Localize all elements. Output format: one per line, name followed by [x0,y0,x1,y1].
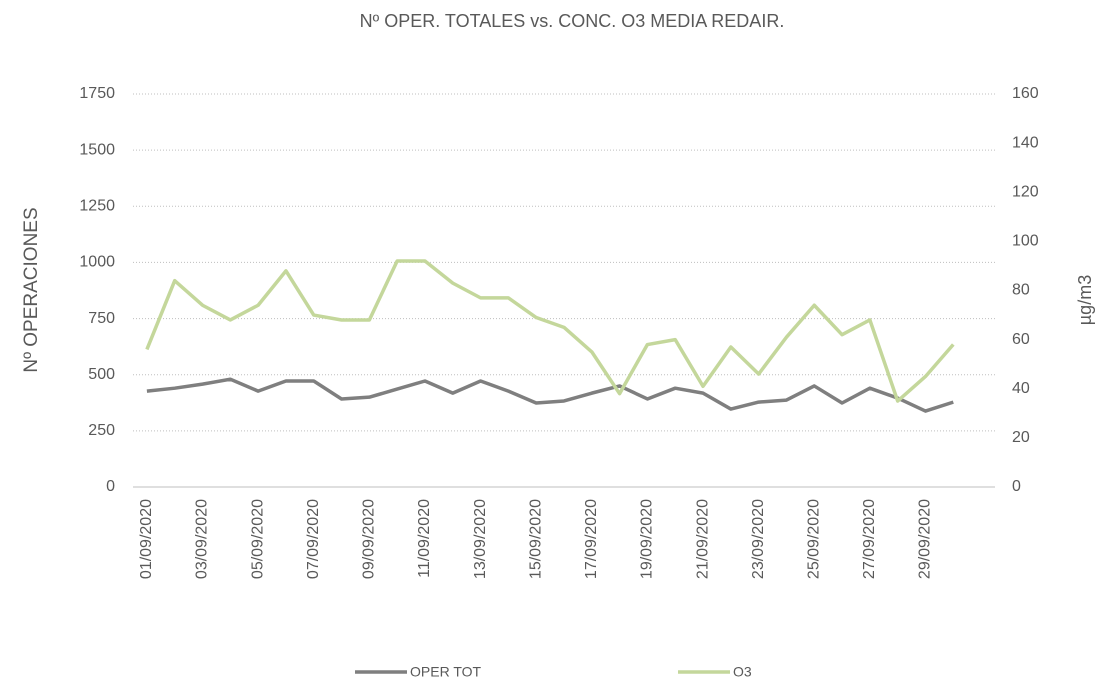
x-tick-label: 07/09/2020 [305,499,322,579]
x-tick-label: 23/09/2020 [750,499,767,579]
y2-tick-label: 160 [1012,85,1039,102]
x-tick-label: 21/09/2020 [694,499,711,579]
x-tick-label: 25/09/2020 [805,499,822,579]
x-tick-label: 11/09/2020 [416,499,433,578]
y-tick-label: 1750 [79,85,115,102]
x-tick-label: 17/09/2020 [583,499,600,579]
y2-tick-label: 20 [1012,429,1030,446]
chart-title: Nº OPER. TOTALES vs. CONC. O3 MEDIA REDA… [360,11,785,31]
legend-label: OPER TOT [410,664,482,680]
legend-label: O3 [733,664,752,680]
y-tick-label: 0 [106,478,115,495]
y-tick-label: 1000 [79,254,115,271]
y-tick-label: 750 [88,310,115,327]
x-tick-label: 05/09/2020 [249,499,266,579]
y-tick-label: 1500 [79,141,115,158]
x-tick-label: 27/09/2020 [861,499,878,579]
x-tick-label: 09/09/2020 [361,499,378,579]
series-line [145,259,955,403]
y2-tick-label: 100 [1012,233,1039,250]
y-axis-title: Nº OPERACIONES [21,207,42,372]
y2-tick-label: 120 [1012,183,1039,200]
x-tick-label: 03/09/2020 [194,499,211,579]
y2-tick-label: 80 [1012,282,1030,299]
y-tick-label: 500 [88,366,115,383]
x-tick-label: 15/09/2020 [527,499,544,579]
y2-tick-label: 40 [1012,380,1030,397]
y2-tick-label: 60 [1012,331,1030,348]
x-tick-label: 19/09/2020 [639,499,656,579]
y2-tick-label: 0 [1012,478,1021,495]
y-tick-label: 250 [88,422,115,439]
y2-tick-label: 140 [1012,134,1039,151]
x-tick-label: 01/09/2020 [138,499,155,579]
series-line [146,377,954,413]
y-tick-label: 1250 [79,198,115,215]
x-tick-label: 29/09/2020 [917,499,934,579]
y2-axis-title: µg/m3 [1075,275,1095,325]
x-tick-label: 13/09/2020 [472,499,489,579]
